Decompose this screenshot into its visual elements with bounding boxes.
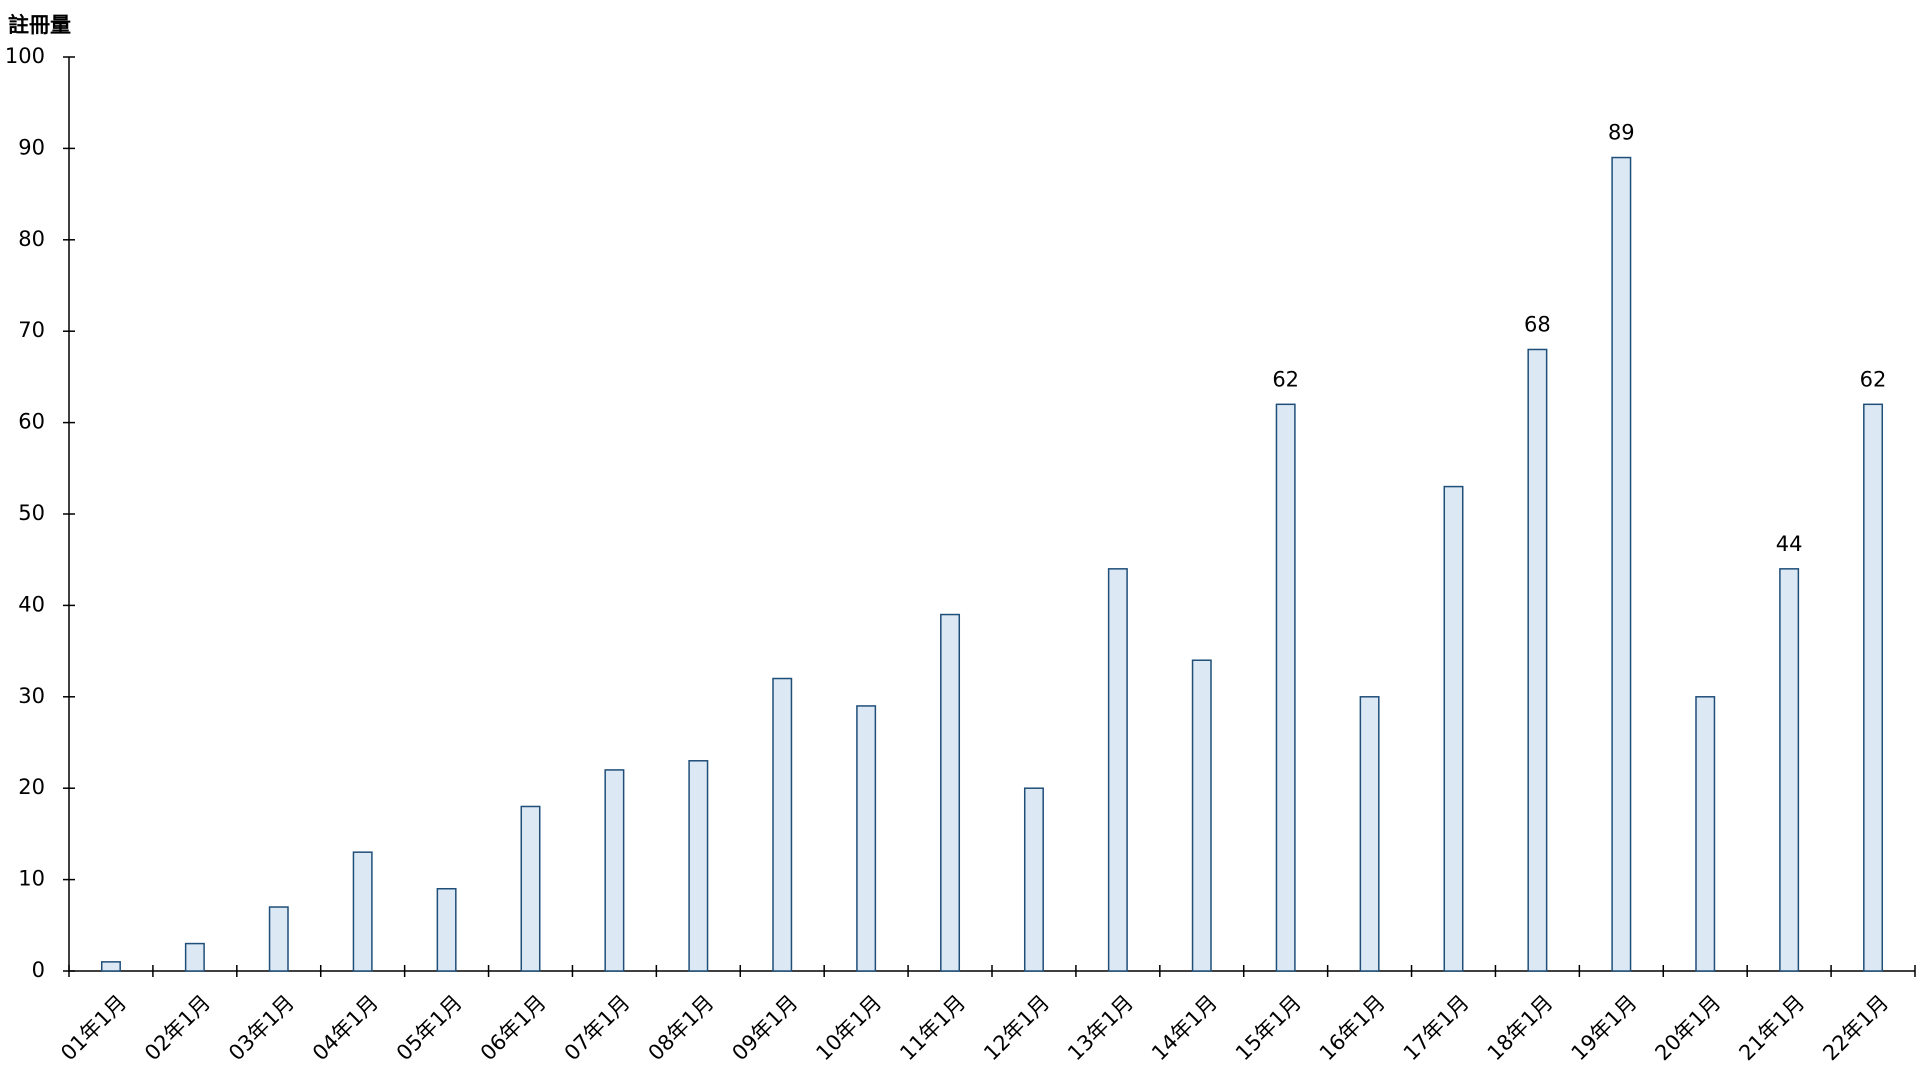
data-label: 62 <box>1860 367 1887 391</box>
bar <box>856 705 877 972</box>
x-tick-label: 19年1月 <box>1567 990 1642 1065</box>
bar <box>688 760 709 972</box>
x-tick-label: 09年1月 <box>727 990 802 1065</box>
bar <box>1863 403 1884 972</box>
x-tick-label: 21年1月 <box>1734 990 1809 1065</box>
y-axis-label: 註冊量 <box>8 13 71 37</box>
bar <box>1443 485 1464 972</box>
y-tick-label: 30 <box>18 684 45 708</box>
data-label: 68 <box>1524 312 1551 336</box>
x-tick-label: 17年1月 <box>1399 990 1474 1065</box>
bar <box>1611 156 1632 972</box>
y-tick-label: 40 <box>18 592 45 616</box>
bar <box>604 769 625 972</box>
bar <box>1359 696 1380 972</box>
y-tick-label: 50 <box>18 501 45 525</box>
bar <box>520 805 541 972</box>
x-tick-label: 11年1月 <box>895 990 970 1065</box>
x-tick-label: 05年1月 <box>392 990 467 1065</box>
bar <box>100 961 121 972</box>
bar <box>1023 787 1044 972</box>
bar <box>352 851 373 972</box>
x-tick-label: 08年1月 <box>644 990 719 1065</box>
bar <box>1275 403 1296 972</box>
y-tick-label: 60 <box>18 410 45 434</box>
x-tick-label: 06年1月 <box>476 990 551 1065</box>
x-tick-label: 02年1月 <box>140 990 215 1065</box>
bar <box>268 906 289 972</box>
data-label: 89 <box>1608 121 1635 145</box>
bar <box>184 942 205 972</box>
bar <box>1107 568 1128 972</box>
y-tick-label: 0 <box>32 958 45 982</box>
y-tick-label: 90 <box>18 135 45 159</box>
x-tick-label: 13年1月 <box>1063 990 1138 1065</box>
y-tick-label: 100 <box>5 44 45 68</box>
x-tick-label: 18年1月 <box>1483 990 1558 1065</box>
x-tick-label: 01年1月 <box>56 990 131 1065</box>
x-tick-label: 03年1月 <box>224 990 299 1065</box>
x-tick-label: 14年1月 <box>1147 990 1222 1065</box>
x-tick-label: 04年1月 <box>308 990 383 1065</box>
bar <box>1191 659 1212 972</box>
bar <box>436 887 457 972</box>
bar <box>1695 696 1716 972</box>
x-tick-label: 12年1月 <box>979 990 1054 1065</box>
bar <box>1779 568 1800 972</box>
y-tick-label: 10 <box>18 867 45 891</box>
data-label: 44 <box>1776 532 1803 556</box>
bar <box>940 613 961 972</box>
x-tick-label: 22年1月 <box>1818 990 1893 1065</box>
x-tick-label: 10年1月 <box>811 990 886 1065</box>
y-tick-label: 80 <box>18 227 45 251</box>
x-tick-label: 07年1月 <box>560 990 635 1065</box>
data-label: 62 <box>1272 367 1299 391</box>
x-tick-label: 15年1月 <box>1231 990 1306 1065</box>
bar <box>772 677 793 972</box>
y-tick-label: 70 <box>18 318 45 342</box>
y-tick-label: 20 <box>18 775 45 799</box>
bar <box>1527 348 1548 972</box>
x-tick-label: 16年1月 <box>1315 990 1390 1065</box>
x-tick-label: 20年1月 <box>1650 990 1725 1065</box>
